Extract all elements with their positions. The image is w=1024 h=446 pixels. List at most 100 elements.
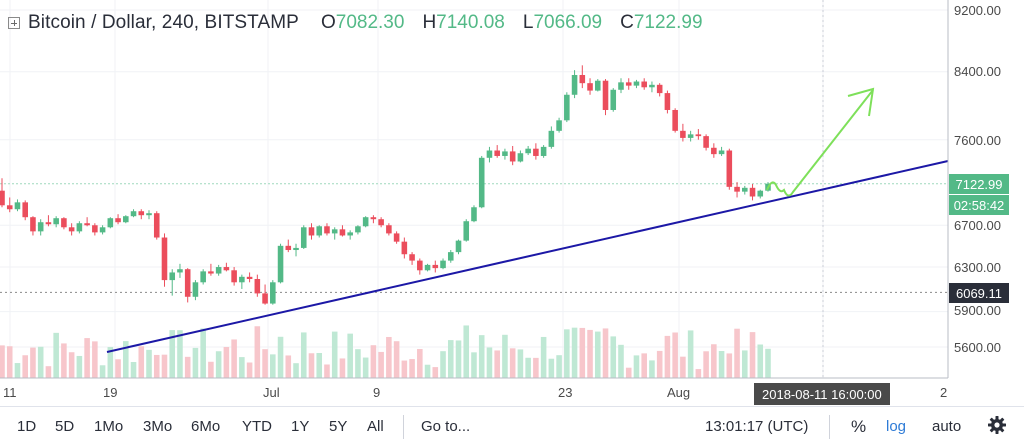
candle-body — [208, 271, 214, 274]
volume-bar — [556, 355, 562, 378]
volume-bar — [587, 329, 593, 378]
volume-bar — [68, 352, 75, 378]
last-price-tag: 7122.99 — [949, 174, 1009, 194]
volume-bar — [339, 358, 346, 378]
volume-bar — [502, 334, 508, 378]
range-all-button[interactable]: All — [367, 418, 384, 435]
candle-body — [386, 225, 392, 234]
candle-body — [84, 223, 90, 226]
volume-bar — [308, 353, 315, 378]
volume-bar — [571, 327, 578, 378]
volume-bar — [200, 328, 206, 378]
volume-bar — [463, 325, 470, 378]
range-1d-button[interactable]: 1D — [17, 418, 37, 435]
candle-body — [463, 221, 470, 241]
volume-bar — [184, 356, 191, 378]
price-label: 9200.00 — [954, 3, 1001, 18]
candle-body — [355, 226, 361, 233]
volume-bar — [478, 335, 485, 378]
candle-body — [370, 217, 377, 220]
candle-body — [153, 213, 160, 238]
candle-body — [633, 81, 640, 86]
ohlc-values: O7082.30 H7140.08 L7066.09 C7122.99 — [321, 12, 703, 34]
candle-body — [494, 150, 500, 156]
candle-body — [138, 211, 145, 216]
volume-bar — [14, 363, 21, 378]
volume-bar — [370, 345, 377, 378]
volume-bar — [53, 332, 59, 378]
chart-legend: Bitcoin / Dollar, 240, BITSTAMP O7082.30… — [0, 10, 703, 36]
candle-body — [76, 223, 83, 232]
level-marker-tag: 6069.11 — [949, 283, 1009, 303]
trendline — [106, 160, 949, 353]
volume-bar — [618, 344, 624, 378]
volume-bar — [169, 330, 176, 378]
volume-bar — [177, 330, 183, 378]
candle-body — [331, 229, 338, 234]
volume-bar — [76, 355, 83, 378]
candle-body — [718, 150, 725, 155]
candle-body — [587, 83, 593, 91]
bottom-toolbar: 1D 5D 1Mo 3Mo 6Mo YTD 1Y 5Y All Go to...… — [0, 406, 1024, 446]
time-label: 9 — [373, 385, 381, 400]
volume-bar — [540, 336, 547, 378]
candle-body — [703, 136, 709, 148]
volume-bar — [525, 357, 531, 378]
volume-bar — [564, 329, 570, 378]
volume-bar — [30, 347, 36, 378]
volume-bar — [293, 363, 299, 378]
candle-body — [177, 269, 183, 273]
price-label: 6700.00 — [954, 218, 1001, 233]
auto-scale-button[interactable]: auto — [932, 418, 962, 435]
range-5y-button[interactable]: 5Y — [329, 418, 348, 435]
range-1y-button[interactable]: 1Y — [291, 418, 310, 435]
candle-body — [602, 80, 609, 110]
candle-body — [300, 227, 307, 248]
range-1mo-button[interactable]: 1Mo — [94, 418, 124, 435]
candle-body — [455, 240, 462, 253]
candle-body — [440, 260, 446, 269]
range-5d-button[interactable]: 5D — [55, 418, 75, 435]
add-symbol-icon[interactable] — [8, 17, 20, 29]
price-chart[interactable] — [0, 0, 1024, 406]
candle-body — [6, 205, 13, 210]
volume-bar — [749, 332, 756, 378]
candle-body — [231, 270, 237, 283]
price-label: 5900.00 — [954, 303, 1001, 318]
candle-body — [45, 222, 52, 225]
volume-bar — [37, 346, 44, 378]
volume-bar — [107, 347, 114, 378]
range-6mo-button[interactable]: 6Mo — [191, 418, 221, 435]
range-ytd-button[interactable]: YTD — [242, 418, 272, 435]
candle-body — [146, 213, 152, 216]
candle-body — [486, 150, 493, 158]
candle-body — [53, 218, 59, 225]
goto-button[interactable]: Go to... — [421, 418, 471, 435]
toolbar-divider — [403, 414, 404, 439]
volume-bar — [680, 356, 686, 378]
volume-bar — [687, 330, 694, 378]
volume-bar — [455, 340, 462, 378]
gear-icon[interactable] — [987, 415, 1007, 439]
candle-body — [254, 279, 261, 294]
percent-scale-button[interactable]: % — [851, 416, 867, 436]
volume-bar — [424, 364, 431, 378]
candle-body — [107, 218, 114, 228]
candle-body — [417, 260, 423, 271]
volume-bar — [300, 332, 307, 378]
range-3mo-button[interactable]: 3Mo — [143, 418, 173, 435]
time-label: 23 — [558, 385, 573, 400]
volume-bar — [239, 357, 245, 378]
candle-body — [742, 187, 748, 192]
candle-body — [564, 94, 570, 121]
volume-bar — [231, 339, 237, 378]
candle-body — [664, 93, 671, 110]
candle-body — [324, 226, 330, 234]
crosshair-time-tag: 2018-08-11 16:00:00 — [754, 383, 890, 405]
volume-bar — [61, 343, 67, 378]
volume-bar — [254, 326, 261, 378]
ohlc-low: L7066.09 — [522, 12, 603, 33]
candle-body — [424, 264, 431, 271]
log-scale-button[interactable]: log — [886, 418, 907, 435]
volume-bar — [22, 355, 28, 378]
